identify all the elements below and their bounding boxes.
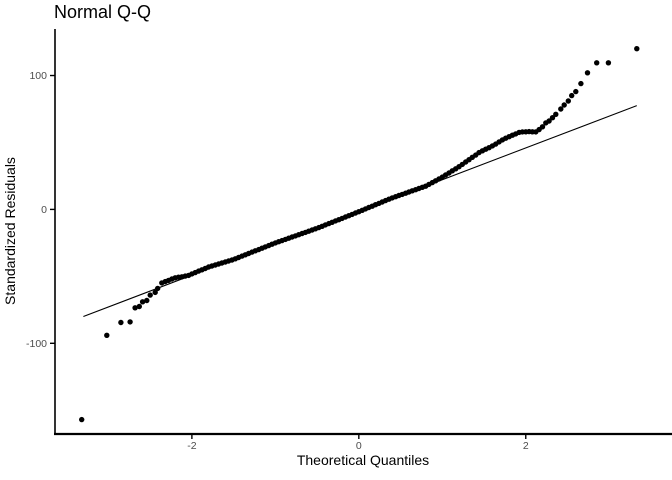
x-axis-title: Theoretical Quantiles bbox=[296, 452, 430, 468]
x-tick-label: 2 bbox=[523, 440, 529, 452]
data-point bbox=[152, 289, 158, 296]
data-point bbox=[132, 305, 138, 311]
data-point bbox=[553, 111, 559, 118]
y-tick-label: -100 bbox=[26, 338, 47, 350]
data-point bbox=[558, 106, 564, 112]
data-point bbox=[569, 92, 575, 99]
data-point bbox=[561, 102, 567, 108]
x-tick-label: 0 bbox=[356, 440, 362, 452]
chart-title: Normal Q-Q bbox=[54, 2, 152, 22]
data-point bbox=[634, 46, 640, 52]
data-point bbox=[578, 80, 584, 87]
data-point bbox=[594, 60, 600, 66]
data-point bbox=[546, 118, 552, 124]
data-point bbox=[139, 299, 146, 305]
data-point bbox=[104, 332, 110, 338]
data-point bbox=[549, 115, 556, 121]
data-point bbox=[136, 303, 142, 310]
data-point bbox=[79, 416, 85, 423]
data-point bbox=[573, 88, 579, 95]
data-point bbox=[584, 70, 591, 76]
y-tick-label: 0 bbox=[41, 204, 47, 216]
data-point bbox=[144, 297, 150, 304]
data-point bbox=[539, 124, 546, 130]
y-axis-title: Standardized Residuals bbox=[2, 157, 18, 305]
data-point bbox=[605, 60, 612, 66]
y-tick-label: 100 bbox=[29, 70, 47, 82]
data-point bbox=[565, 98, 571, 104]
x-tick-label: -2 bbox=[187, 440, 196, 452]
data-point bbox=[155, 285, 161, 292]
data-point bbox=[147, 292, 153, 298]
data-point bbox=[127, 319, 133, 325]
data-point bbox=[118, 319, 124, 326]
